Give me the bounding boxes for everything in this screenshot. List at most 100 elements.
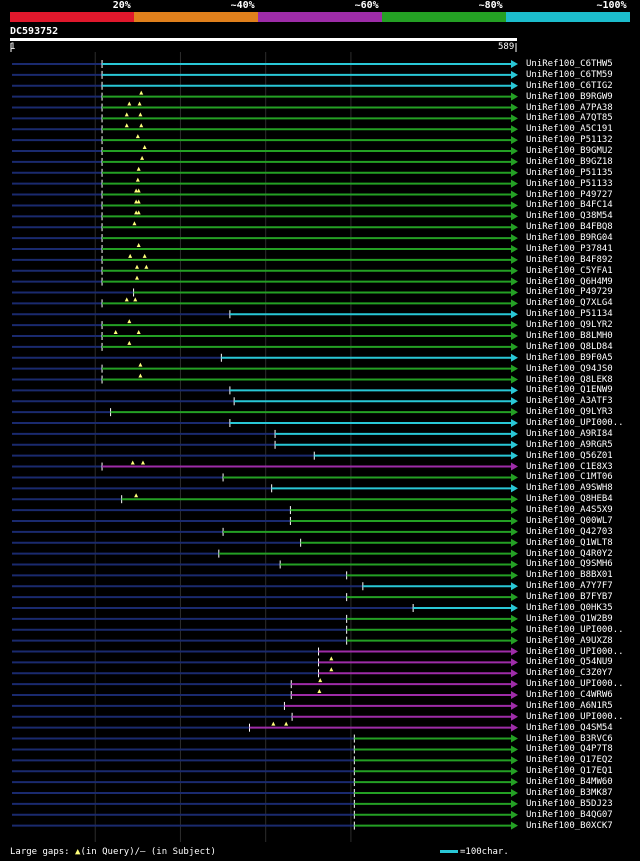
query-gap-marker	[271, 721, 276, 726]
hit-label[interactable]: UniRef100_UPI000..	[526, 624, 624, 635]
query-gap-marker	[284, 721, 289, 726]
hit-arrow	[511, 462, 518, 471]
hit-label[interactable]: UniRef100_Q1ENW9	[526, 385, 613, 396]
hit-arrow	[511, 103, 518, 112]
hit-label[interactable]: UniRef100_B8BX01	[526, 570, 613, 581]
hit-label[interactable]: UniRef100_B9F0A5	[526, 352, 613, 363]
hit-label[interactable]: UniRef100_C3Z0Y7	[526, 668, 613, 679]
hit-label[interactable]: UniRef100_B4MW60	[526, 777, 613, 788]
hit-label[interactable]: UniRef100_B9RGW9	[526, 91, 613, 102]
hit-label[interactable]: UniRef100_C6THW5	[526, 59, 613, 69]
hit-label[interactable]: UniRef100_C1E8X3	[526, 461, 613, 472]
scale-legend: =100char.	[440, 847, 509, 857]
hit-label[interactable]: UniRef100_P49727	[526, 189, 613, 200]
hit-label[interactable]: UniRef100_Q6H4M9	[526, 276, 613, 287]
hit-label[interactable]: UniRef100_C4WRW6	[526, 690, 613, 701]
hit-label[interactable]: UniRef100_B3RVC6	[526, 733, 613, 744]
hit-label[interactable]: UniRef100_Q17EQ1	[526, 766, 613, 777]
hit-label[interactable]: UniRef100_Q4SM54	[526, 722, 613, 733]
hit-label[interactable]: UniRef100_Q8LD84	[526, 341, 613, 352]
hit-label[interactable]: UniRef100_Q94JS0	[526, 363, 613, 374]
hit-label[interactable]: UniRef100_C6TIG2	[526, 80, 613, 91]
hit-label[interactable]: UniRef100_A6N1R5	[526, 700, 613, 711]
hit-arrow	[511, 691, 518, 700]
hit-label[interactable]: UniRef100_A7PA38	[526, 102, 613, 113]
hit-label[interactable]: UniRef100_Q1WLT8	[526, 537, 613, 548]
hit-label[interactable]: UniRef100_Q17EQ2	[526, 755, 613, 766]
hit-label[interactable]: UniRef100_B9RG04	[526, 233, 613, 244]
hit-label[interactable]: UniRef100_A3ATF3	[526, 396, 613, 407]
hit-label[interactable]: UniRef100_UPI000..	[526, 418, 624, 429]
hit-label[interactable]: UniRef100_P51135	[526, 167, 613, 178]
hit-label[interactable]: UniRef100_B4F892	[526, 254, 613, 265]
hit-label[interactable]: UniRef100_Q9SMH6	[526, 559, 613, 570]
hit-label[interactable]: UniRef100_A9SWH8	[526, 483, 613, 494]
query-gap-marker	[329, 656, 334, 661]
hit-label[interactable]: UniRef100_Q54NU9	[526, 657, 613, 668]
hit-label[interactable]: UniRef100_C6TM59	[526, 69, 613, 80]
hit-arrow	[511, 419, 518, 428]
query-gap-marker	[142, 145, 147, 150]
hit-label[interactable]: UniRef100_B4FBQ8	[526, 222, 613, 233]
hit-arrow	[511, 321, 518, 330]
hit-label[interactable]: UniRef100_B5DJ23	[526, 798, 613, 809]
hit-label[interactable]: UniRef100_A4S5X9	[526, 505, 613, 516]
hit-label[interactable]: UniRef100_Q7XLG4	[526, 298, 613, 309]
hit-label[interactable]: UniRef100_Q0HK35	[526, 603, 613, 613]
hit-label[interactable]: UniRef100_B4FC14	[526, 200, 613, 211]
hit-label[interactable]: UniRef100_B7FYB7	[526, 592, 613, 603]
hit-label[interactable]: UniRef100_Q42703	[526, 526, 613, 537]
hit-label[interactable]: UniRef100_P49729	[526, 287, 613, 298]
hit-label[interactable]: UniRef100_Q00WL7	[526, 515, 613, 526]
query-bar	[10, 38, 517, 41]
hit-arrow	[511, 495, 518, 504]
hit-label[interactable]: UniRef100_Q8LEK8	[526, 374, 613, 385]
hit-arrow	[511, 778, 518, 787]
hit-arrow	[511, 81, 518, 90]
hit-arrow	[511, 658, 518, 667]
hit-label[interactable]: UniRef100_Q8HEB4	[526, 494, 613, 505]
hit-label[interactable]: UniRef100_P51133	[526, 178, 613, 189]
hit-label[interactable]: UniRef100_UPI000..	[526, 679, 624, 690]
hit-label[interactable]: UniRef100_B9GZ18	[526, 156, 613, 167]
hit-label[interactable]: UniRef100_C5YFA1	[526, 265, 613, 276]
hit-label[interactable]: UniRef100_A7QT85	[526, 113, 613, 124]
hit-label[interactable]: UniRef100_B0XCK7	[526, 820, 613, 831]
hit-label[interactable]: UniRef100_B3MK87	[526, 787, 613, 798]
hit-label[interactable]: UniRef100_Q1W2B9	[526, 613, 613, 624]
hit-arrow	[511, 429, 518, 438]
hit-arrow	[511, 342, 518, 351]
hit-label[interactable]: UniRef100_B9GMU2	[526, 146, 613, 157]
legend-label: ~80%	[478, 0, 503, 11]
query-gap-marker	[136, 242, 141, 247]
hit-arrow	[511, 234, 518, 243]
hit-label[interactable]: UniRef100_P51132	[526, 135, 613, 146]
hit-label[interactable]: UniRef100_Q4R0Y2	[526, 548, 613, 559]
hit-label[interactable]: UniRef100_A5C191	[526, 124, 613, 135]
hit-label[interactable]: UniRef100_UPI000..	[526, 711, 624, 722]
hit-label[interactable]: UniRef100_Q9LYR2	[526, 320, 613, 331]
hit-label[interactable]: UniRef100_A9RGR5	[526, 439, 613, 450]
hit-label[interactable]: UniRef100_B8LMH0	[526, 331, 613, 341]
query-gap-marker	[142, 253, 147, 258]
hit-label[interactable]: UniRef100_UPI000..	[526, 646, 624, 657]
hit-label[interactable]: UniRef100_Q4P7T8	[526, 744, 613, 755]
hit-arrow	[511, 538, 518, 547]
hit-label[interactable]: UniRef100_A7Y7F7	[526, 581, 613, 592]
query-gap-marker	[329, 667, 334, 672]
hit-label[interactable]: UniRef100_Q9LYR3	[526, 407, 613, 418]
hit-label[interactable]: UniRef100_P51134	[526, 309, 613, 320]
hit-label[interactable]: UniRef100_A9RI84	[526, 428, 613, 439]
hit-label[interactable]: UniRef100_B4QG07	[526, 809, 613, 820]
hit-arrow	[511, 266, 518, 275]
hit-label[interactable]: UniRef100_Q38M54	[526, 211, 613, 222]
query-gap-marker	[135, 134, 140, 139]
hit-label[interactable]: UniRef100_P37841	[526, 243, 613, 254]
hit-arrow	[511, 114, 518, 123]
hit-label[interactable]: UniRef100_Q56Z01	[526, 450, 613, 461]
query-gap-marker	[127, 101, 132, 106]
hit-arrow	[511, 810, 518, 819]
hit-label[interactable]: UniRef100_C1MT06	[526, 472, 613, 483]
hit-label[interactable]: UniRef100_A9UXZ8	[526, 635, 613, 646]
query-gap-marker	[124, 297, 129, 302]
